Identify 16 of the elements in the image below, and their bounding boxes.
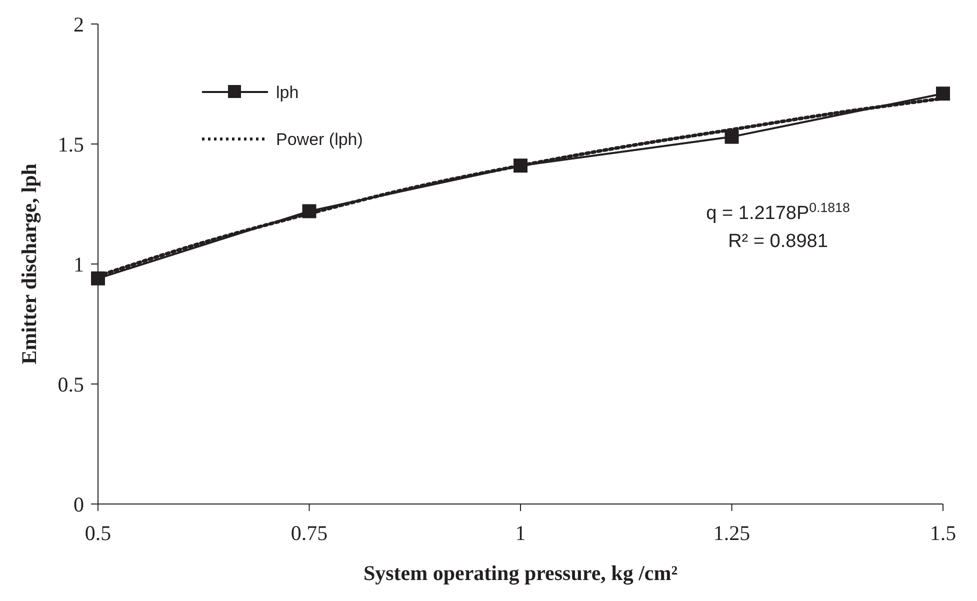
y-tick-label: 0.5 [58, 372, 84, 396]
x-tick-label: 1 [515, 521, 526, 545]
point [724, 130, 739, 144]
x-tick-label: 0.75 [290, 521, 328, 545]
legend-label: Power (lph) [276, 130, 363, 149]
annotation: R² = 0.8981 [728, 231, 828, 252]
y-tick-label: 0 [74, 492, 84, 516]
x-axis-title: System operating pressure, kg /cm² [363, 561, 678, 585]
y-axis-title: Emitter discharge, lph [17, 163, 41, 364]
x-tick-label: 1.25 [713, 521, 750, 545]
annotation: q = 1.2178P$^{0.1818}$ [706, 200, 850, 224]
x-tick-label: 1.5 [930, 521, 956, 545]
y-tick-label: 1 [74, 252, 84, 276]
y-tick-label: 2 [74, 12, 84, 36]
y-tick-label: 1.5 [58, 132, 84, 156]
legend-label: lph [276, 82, 299, 102]
